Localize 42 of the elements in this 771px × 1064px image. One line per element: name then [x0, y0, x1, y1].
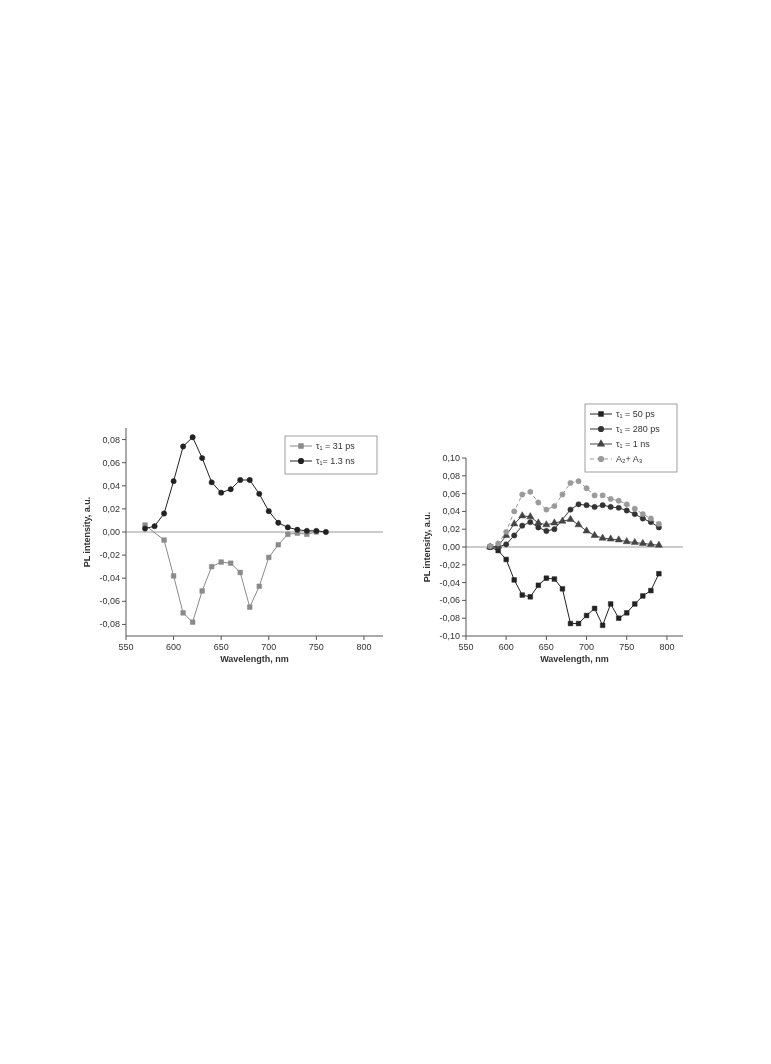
y-tick-label: -0,06: [439, 595, 460, 606]
x-tick-label: 550: [118, 642, 134, 652]
y-tick-label: 0,04: [442, 506, 460, 517]
x-axis-title: Wavelength, nm: [540, 654, 609, 664]
y-tick-label: -0,04: [439, 577, 460, 588]
y-axis-title: PL intensity, a.u.: [422, 511, 432, 583]
legend-label: τ₁ = 280 ps: [616, 424, 661, 434]
y-tick-label: 0,00: [102, 527, 120, 537]
y-tick-label: -0,10: [439, 631, 460, 641]
y-tick-label: 0,04: [102, 480, 120, 491]
y-tick-label: -0,02: [99, 550, 120, 561]
x-tick-label: 700: [261, 642, 277, 652]
x-tick-label: 800: [356, 642, 372, 652]
y-tick-label: 0,02: [102, 503, 120, 514]
y-axis-title: PL intensity, a.u.: [82, 496, 92, 568]
x-tick-label: 650: [213, 642, 229, 652]
y-tick-label: -0,02: [439, 559, 460, 570]
x-tick-label: 550: [458, 642, 474, 652]
y-tick-label: 0,00: [442, 542, 460, 552]
y-tick-label: 0,08: [442, 470, 460, 481]
legend-label: τ₁= 1.3 ns: [316, 456, 356, 466]
x-tick-label: 600: [498, 642, 514, 652]
y-tick-label: 0,10: [442, 453, 460, 463]
y-tick-label: -0,06: [99, 596, 120, 607]
y-tick-label: 0,06: [442, 488, 460, 499]
legend-label: τ₁ = 31 ps: [316, 441, 356, 451]
x-tick-label: 750: [308, 642, 324, 652]
y-tick-label: 0,02: [442, 524, 460, 535]
y-tick-label: 0,06: [102, 457, 120, 468]
x-tick-label: 600: [166, 642, 182, 652]
x-tick-label: 750: [619, 642, 635, 652]
x-axis-title: Wavelength, nm: [220, 654, 289, 664]
y-tick-label: -0,04: [99, 573, 120, 584]
x-tick-label: 650: [538, 642, 554, 652]
legend-label: τ₁ = 1 ns: [616, 439, 651, 449]
x-tick-label: 800: [659, 642, 675, 652]
y-tick-label: 0,08: [102, 434, 120, 445]
x-tick-label: 700: [579, 642, 595, 652]
y-tick-label: -0,08: [99, 619, 120, 630]
legend-label: A₂+ A₃: [616, 454, 643, 464]
y-tick-label: -0,08: [439, 613, 460, 624]
legend-label: τ₁ = 50 ps: [616, 409, 656, 419]
